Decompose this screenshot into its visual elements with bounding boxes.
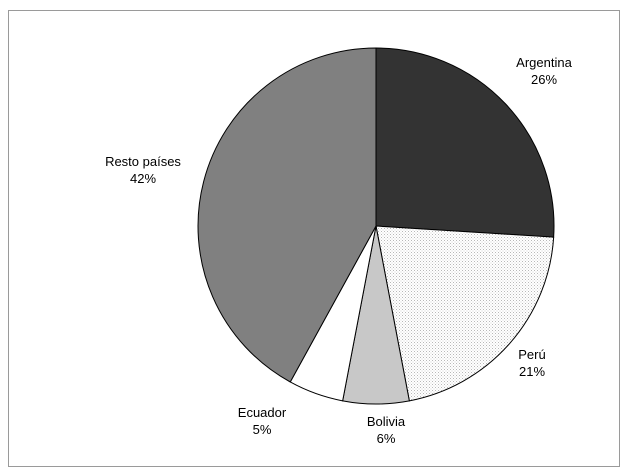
pie-slice-resto-pa-ses (197, 47, 377, 383)
slice-label: Bolivia (367, 414, 406, 429)
slice-value-label: 5% (253, 422, 272, 437)
pie-slice-per- (375, 225, 555, 402)
slice-value-label: 42% (130, 171, 156, 186)
pie-slice-argentina (375, 47, 555, 238)
slice-label: Argentina (516, 55, 572, 70)
slice-value-label: 26% (531, 72, 557, 87)
slice-value-label: 6% (377, 431, 396, 446)
slice-value-label: 21% (519, 364, 545, 379)
slice-label: Ecuador (238, 405, 287, 420)
slice-label: Perú (518, 347, 545, 362)
slice-label: Resto países (105, 154, 181, 169)
